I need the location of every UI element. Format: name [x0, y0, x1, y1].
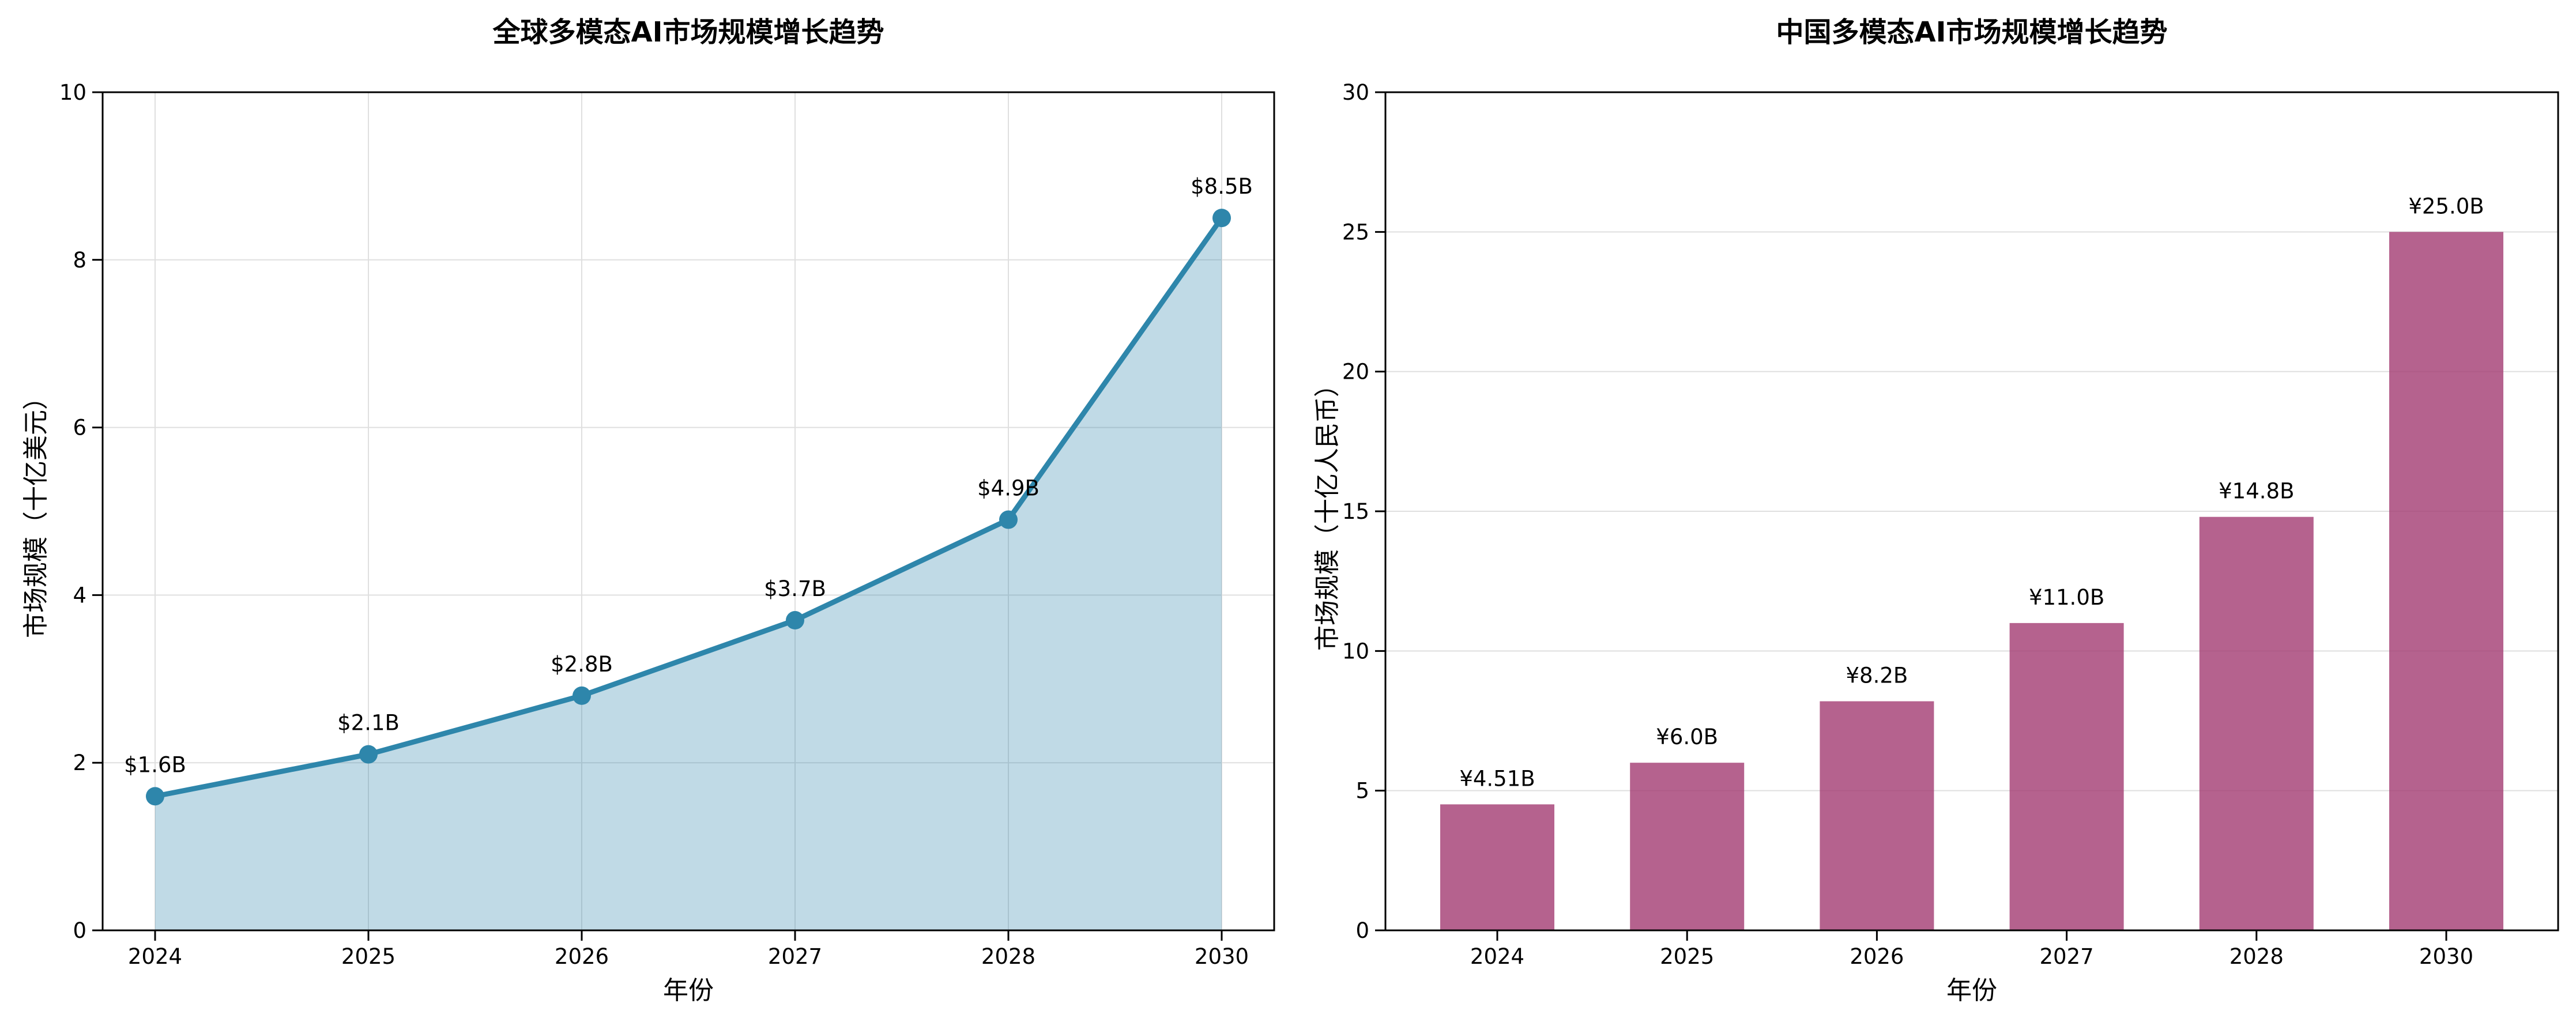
bar [2009, 623, 2124, 930]
x-tick-label: 2025 [1660, 944, 1714, 969]
data-label: ¥11.0B [2029, 585, 2104, 610]
data-label: $4.9B [977, 476, 1040, 501]
x-tick-label: 2027 [768, 944, 822, 969]
data-point-marker [359, 745, 378, 764]
china-market-chart-panel: ¥4.51B ¥6.0B ¥8.2B ¥11.0B ¥14.8B ¥25.0B 0 5 10 15… [1288, 0, 2576, 1022]
bar [1820, 701, 1934, 930]
y-tick-label: 30 [1342, 80, 1369, 105]
data-point-marker [999, 510, 1018, 529]
data-label: ¥6.0B [1656, 725, 1718, 749]
plot-border [101, 91, 1275, 932]
global-market-chart-panel: $1.6B $2.1B $2.8B $3.7B $4.9B $8.5B 0 2 4 6 8 10 202… [21, 16, 1275, 1005]
data-label: ¥14.8B [2219, 479, 2294, 504]
y-axis-label: 市场规模（十亿人民币） [1313, 372, 1342, 651]
data-point-marker [1212, 209, 1231, 228]
china-market-bar-plot: ¥4.51B ¥6.0B ¥8.2B ¥11.0B ¥14.8B ¥25.0B 0 5 10 15… [1342, 80, 2559, 969]
data-label: ¥25.0B [2408, 194, 2484, 218]
x-tick-label: 2024 [128, 944, 182, 969]
data-point-marker [146, 787, 164, 806]
bar [2199, 516, 2314, 930]
x-tick-label: 2026 [1850, 944, 1904, 969]
x-axis-label: 年份 [663, 976, 714, 1005]
y-tick-label: 4 [73, 583, 86, 608]
bar [1630, 763, 1745, 930]
y-tick-label: 5 [1355, 779, 1369, 804]
y-tick-label: 10 [1342, 639, 1369, 663]
x-tick-label: 2025 [341, 944, 396, 969]
y-tick-label: 0 [73, 918, 86, 943]
global-market-area-plot: $1.6B $2.1B $2.8B $3.7B $4.9B $8.5B 0 2 4 6 8 10 202… [59, 80, 1275, 969]
line-series [152, 215, 1225, 799]
data-label: ¥8.2B [1846, 663, 1908, 688]
y-tick-label: 20 [1342, 360, 1369, 384]
y-axis-label: 市场规模（十亿美元） [21, 384, 51, 638]
y-tick-label: 6 [73, 416, 86, 440]
data-label: ¥4.51B [1459, 766, 1535, 791]
data-point-marker [786, 611, 804, 630]
x-tick-label: 2026 [555, 944, 609, 969]
y-tick-label: 10 [59, 80, 86, 105]
x-tick-label: 2028 [981, 944, 1035, 969]
data-point-marker [573, 686, 591, 705]
area-fill [155, 218, 1222, 931]
x-tick-label: 2030 [1195, 944, 1249, 969]
data-label: $1.6B [124, 752, 186, 777]
y-tick-label: 15 [1342, 499, 1369, 524]
data-label: $3.7B [764, 576, 826, 601]
data-label: $8.5B [1191, 174, 1253, 199]
y-tick-label: 8 [73, 248, 86, 273]
y-tick-label: 25 [1342, 220, 1369, 244]
bar [1440, 804, 1554, 930]
data-label: $2.8B [551, 652, 613, 677]
x-axis-label: 年份 [1946, 976, 1997, 1005]
x-tick-label: 2030 [2419, 944, 2473, 969]
y-tick-label: 2 [73, 751, 86, 775]
bar [2389, 232, 2503, 930]
x-tick-label: 2028 [2229, 944, 2284, 969]
x-tick-label: 2027 [2040, 944, 2094, 969]
chart-title: 中国多模态AI市场规模增长趋势 [1776, 16, 2168, 48]
data-label: $2.1B [337, 711, 400, 736]
chart-title: 全球多模态AI市场规模增长趋势 [492, 16, 884, 48]
x-tick-label: 2024 [1470, 944, 1524, 969]
y-tick-label: 0 [1355, 918, 1369, 943]
